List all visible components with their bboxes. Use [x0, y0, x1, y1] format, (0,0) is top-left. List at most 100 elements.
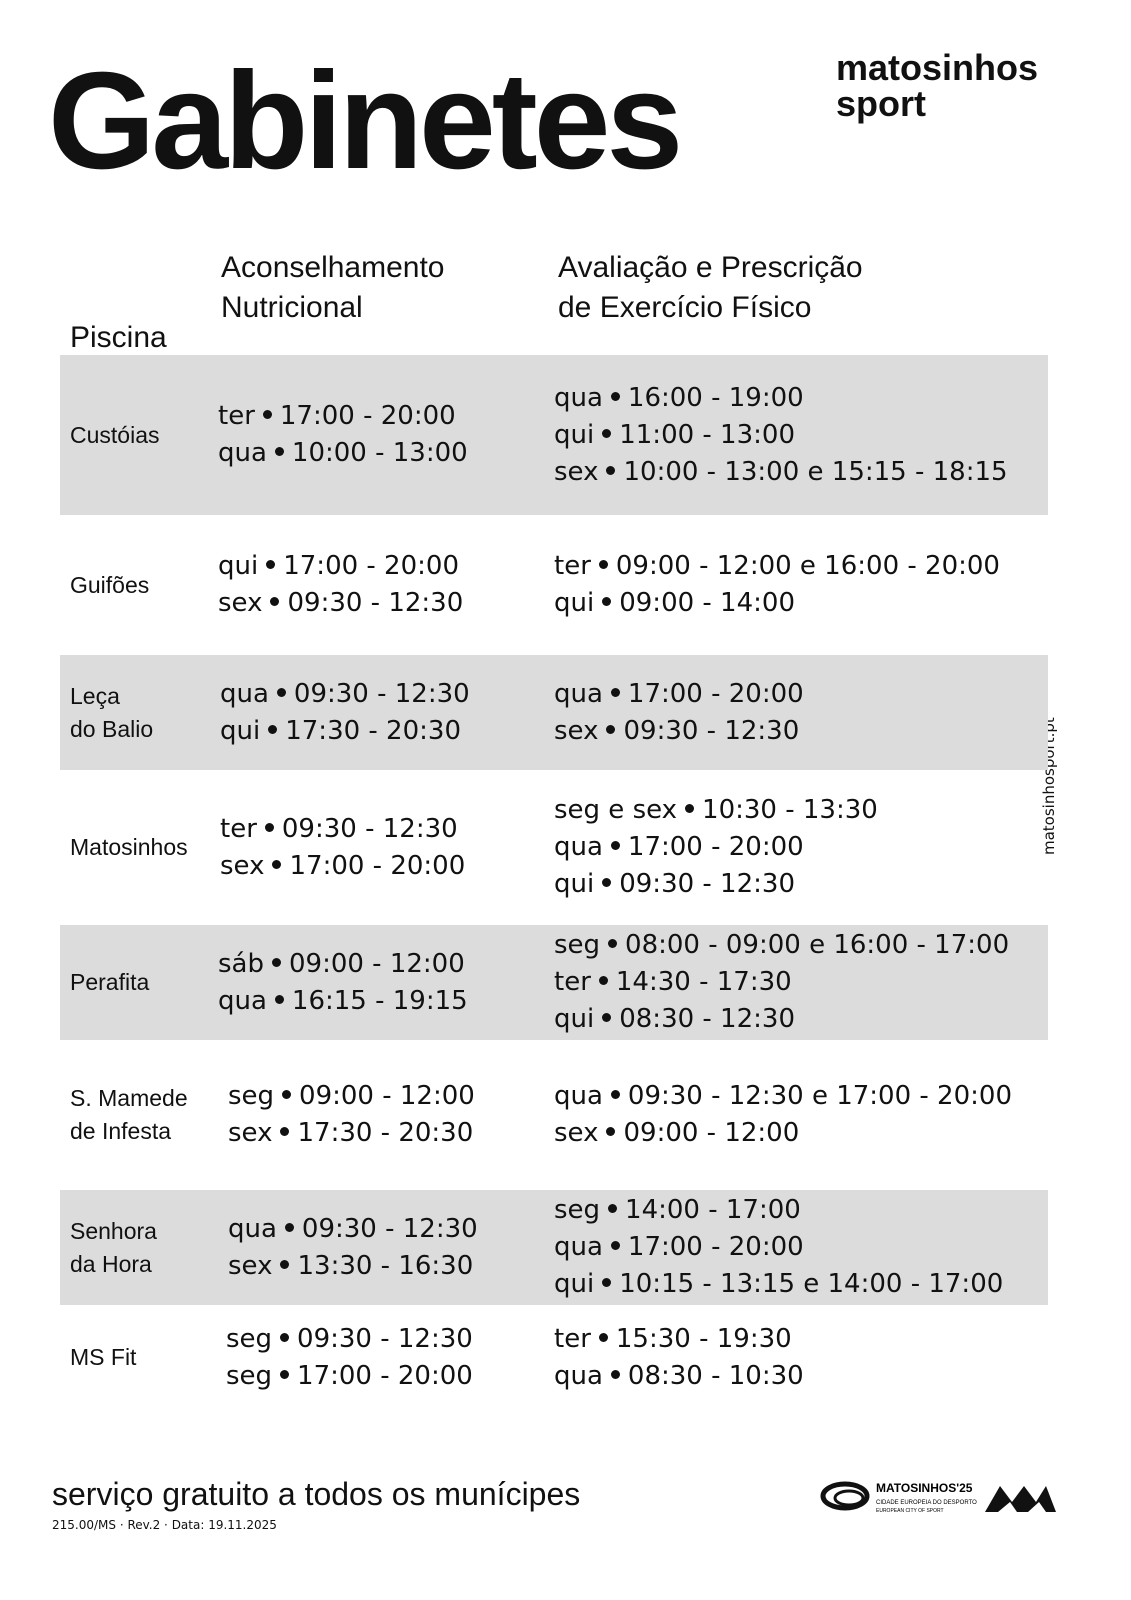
table-row: MS Fit seg 09:30 - 12:30 seg 17:00 - 20:00 te…	[60, 1305, 1048, 1410]
day: sex	[228, 1250, 273, 1281]
day: qui	[554, 869, 595, 899]
bullet	[272, 859, 282, 869]
nutrition-cell: ter 17:00 - 20:00 qua 10:00 - 13:00	[218, 355, 468, 515]
day: qui	[218, 551, 259, 581]
bullet	[268, 724, 278, 734]
time: 10:15 - 13:15 e 14:00 - 17:00	[619, 1269, 1004, 1299]
time: 09:30 - 12:30	[623, 715, 800, 746]
schedule-line: sex 13:30 - 16:30	[228, 1248, 478, 1285]
schedule-line: qui 11:00 - 13:00	[554, 417, 1008, 454]
exercise-cell: qua 09:30 - 12:30 e 17:00 - 20:00 sex 09:00…	[554, 1040, 1012, 1190]
schedule-line: qua 17:00 - 20:00	[554, 676, 804, 713]
time: 08:30 - 12:30	[619, 1004, 795, 1034]
day: qua	[554, 1232, 603, 1262]
reference: 215.00/MS · Rev.2 · Data: 19.11.2025	[52, 1518, 277, 1532]
day: sex	[554, 1118, 599, 1148]
time: 17:00 - 20:00	[283, 551, 459, 581]
brand-line: matosinhos	[836, 47, 1039, 88]
bullet	[282, 1090, 292, 1099]
pool-name-line: S. Mamede	[70, 1085, 188, 1111]
time: 17:00 - 20:00	[297, 1360, 473, 1391]
pool-name-line: da Hora	[70, 1250, 152, 1277]
column-header: Piscina	[70, 318, 167, 358]
time: 17:30 - 20:30	[285, 715, 461, 746]
time: 09:30 - 12:30	[297, 1323, 473, 1354]
schedule-line: ter 17:00 - 20:00	[218, 398, 468, 435]
pool-name-line: de Infesta	[70, 1118, 172, 1144]
exercise-cell: seg 14:00 - 17:00 qua 17:00 - 20:00 qui 10:15…	[554, 1190, 1003, 1305]
column-header: Avaliação e Prescrição de Exercício Físic…	[558, 248, 863, 328]
time: 17:00 - 20:00	[627, 832, 804, 862]
time: 17:00 - 20:00	[279, 401, 456, 431]
time: 09:30 - 12:30 e 17:00 - 20:00	[627, 1081, 1012, 1111]
time: 13:30 - 16:30	[297, 1250, 474, 1281]
time: 11:00 - 13:00	[619, 419, 795, 450]
table-row: Custóias ter 17:00 - 20:00 qua 10:00 - 13:00…	[60, 355, 1048, 515]
schedule-line: seg 14:00 - 17:00	[554, 1192, 1003, 1229]
bullet	[602, 878, 612, 887]
pool-name: Senhora da Hora	[70, 1190, 157, 1305]
bullet	[274, 447, 284, 456]
bullet	[262, 410, 272, 419]
bullet	[598, 976, 608, 985]
time: 14:00 - 17:00	[625, 1195, 801, 1225]
schedule-line: qua 09:30 - 12:30	[220, 676, 470, 713]
pool-name: Leça do Balio	[70, 655, 153, 770]
schedule-line: qui 09:30 - 12:30	[554, 866, 878, 903]
pool-name: MS Fit	[70, 1305, 136, 1410]
day: qua	[554, 382, 603, 413]
time: 10:00 - 13:00 e 15:15 - 18:15	[623, 456, 1008, 487]
bullet	[610, 687, 620, 697]
column-header: Aconselhamento Nutricional	[221, 248, 444, 328]
schedule-line: qua 17:00 - 20:00	[554, 1229, 1003, 1266]
time: 09:30 - 12:30	[619, 869, 795, 899]
schedule-line: sex 09:30 - 12:30	[554, 713, 804, 750]
bullet	[271, 957, 281, 967]
bullet	[602, 428, 612, 438]
brand-line: sport	[836, 83, 926, 124]
pool-name: Perafita	[70, 925, 149, 1040]
pool-name-line: Matosinhos	[70, 834, 188, 860]
day: ter	[554, 551, 591, 581]
bullet	[276, 687, 286, 697]
schedule-line: ter 09:30 - 12:30	[220, 811, 465, 848]
bullet	[598, 560, 608, 569]
day: seg	[226, 1360, 273, 1391]
time: 09:30 - 12:30	[301, 1213, 478, 1244]
pool-name-line: do Balio	[70, 715, 154, 742]
schedule-line: qua 16:00 - 19:00	[554, 380, 1008, 417]
day: qui	[554, 1004, 595, 1034]
day: qua	[220, 678, 269, 709]
exercise-cell: seg e sex 10:30 - 13:30 qua 17:00 - 20:00 qu…	[554, 770, 878, 925]
time: 09:00 - 12:00 e 16:00 - 20:00	[615, 551, 1000, 581]
time: 09:30 - 12:30	[281, 813, 458, 844]
schedule-line: ter 09:00 - 12:00 e 16:00 - 20:00	[554, 548, 1000, 585]
nutrition-cell: qua 09:30 - 12:30 sex 13:30 - 16:30	[228, 1190, 478, 1305]
day: qua	[218, 985, 267, 1016]
pool-name-line: Guifões	[70, 571, 150, 598]
logo-mark	[820, 1481, 870, 1511]
day: seg e sex	[554, 795, 678, 825]
exercise-cell: qua 17:00 - 20:00 sex 09:30 - 12:30	[554, 655, 804, 770]
time: 09:30 - 12:30	[287, 588, 464, 618]
day: qua	[554, 678, 603, 709]
schedule-line: sex 10:00 - 13:00 e 15:15 - 18:15	[554, 454, 1008, 491]
exercise-cell: qua 16:00 - 19:00 qui 11:00 - 13:00 sex 10:00…	[554, 355, 1008, 515]
bullet	[608, 939, 618, 948]
schedule-line: sáb 09:00 - 12:00	[218, 946, 468, 983]
schedule-line: qui 09:00 - 14:00	[554, 585, 1000, 622]
day: qui	[220, 715, 261, 746]
bullet	[610, 391, 620, 401]
logos: MATOSINHOS'25 CIDADE EUROPEIA DO DESPORT…	[820, 1481, 1056, 1514]
table-row: Senhora da Hora qua 09:30 - 12:30 sex 13:30 -…	[60, 1190, 1048, 1305]
time: 17:00 - 20:00	[627, 1232, 804, 1262]
header-line: Avaliação e Prescrição	[558, 251, 863, 284]
header-line: Nutricional	[221, 291, 363, 324]
day: sáb	[218, 948, 264, 979]
logo-text: CIDADE EUROPEIA DO DESPORTO	[876, 1500, 977, 1506]
time: 17:00 - 20:00	[627, 678, 804, 709]
day: sex	[220, 850, 265, 881]
day: sex	[218, 588, 263, 618]
pool-name-line: Perafita	[70, 969, 150, 995]
nutrition-cell: seg 09:30 - 12:30 seg 17:00 - 20:00	[226, 1305, 473, 1410]
